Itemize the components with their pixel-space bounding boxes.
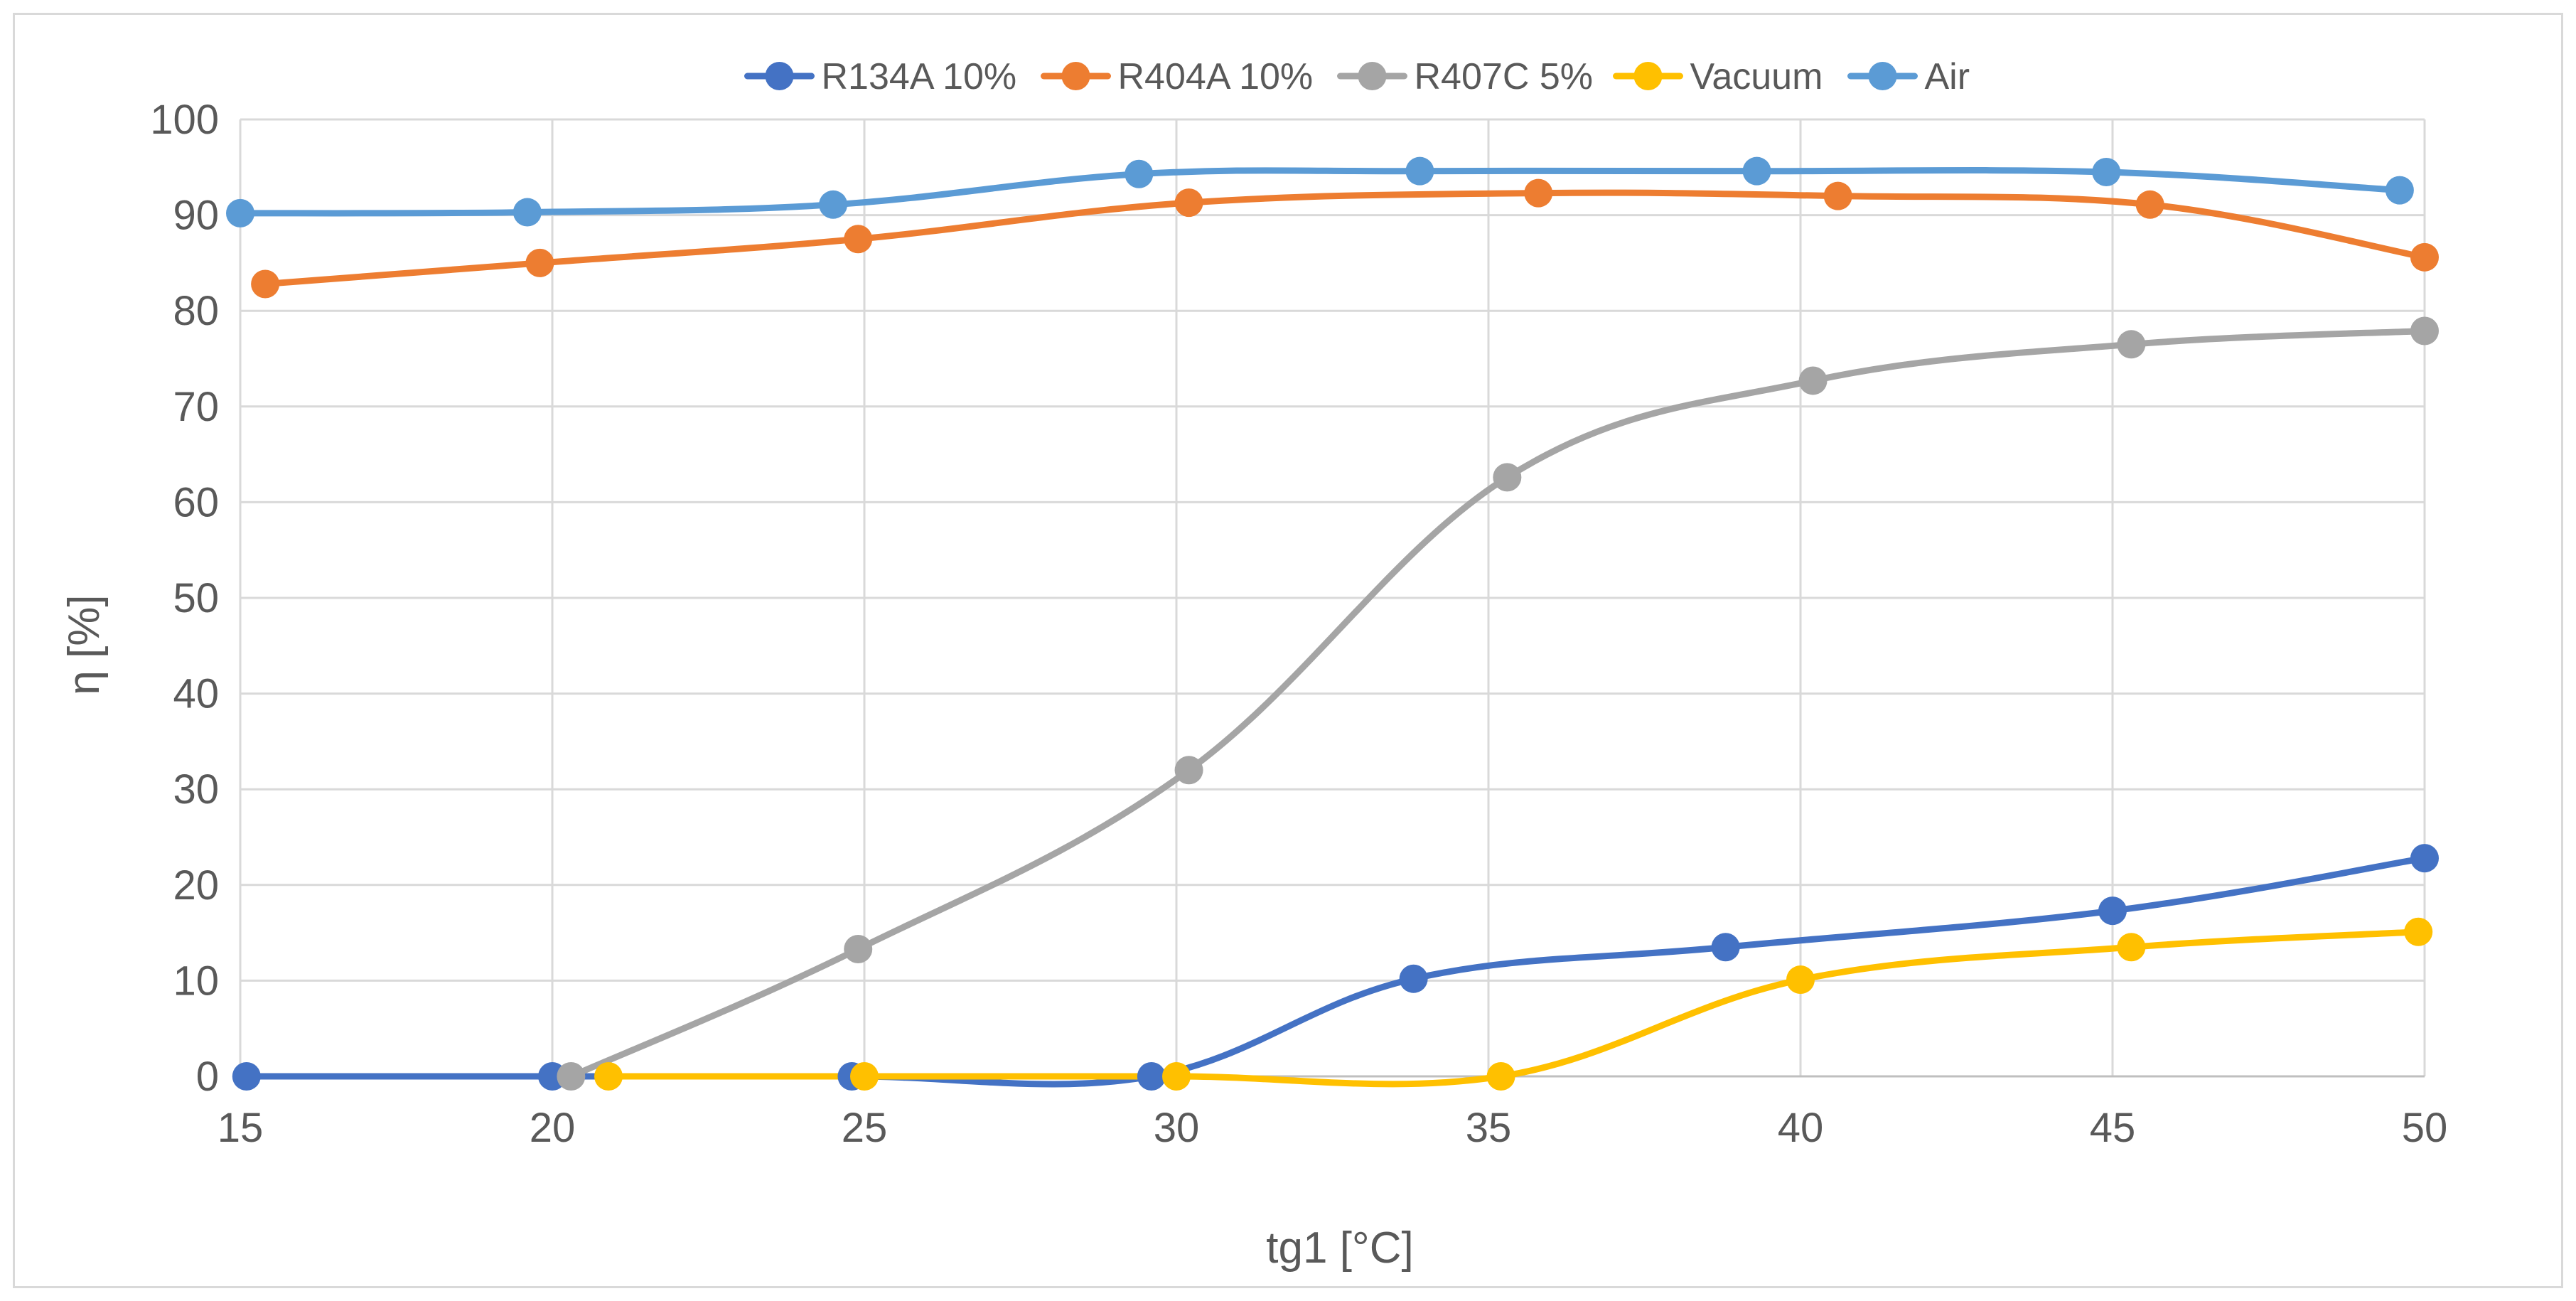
data-point-air	[2385, 176, 2414, 205]
series-layer	[226, 156, 2439, 1091]
x-tick-label: 50	[2402, 1105, 2448, 1151]
data-point-r407c-5	[1493, 463, 1522, 492]
legend-label-vacuum: Vacuum	[1690, 56, 1823, 97]
y-tick-label: 0	[196, 1054, 219, 1100]
legend-label-air: Air	[1925, 56, 1970, 97]
x-tick-label: 30	[1154, 1105, 1200, 1151]
y-axis-title: η [%]	[60, 594, 109, 695]
axis-layer: 0 10 20 30 40 50 60 70 80 90 100 15 20 25 30 35 40 45 50	[150, 97, 2447, 1151]
x-tick-label: 40	[1778, 1105, 1824, 1151]
x-tick-label: 15	[218, 1105, 264, 1151]
data-point-r407c-5	[557, 1062, 586, 1091]
y-tick-label: 90	[173, 193, 219, 239]
legend-marker-r407c-5	[1358, 62, 1387, 90]
data-point-vacuum	[2117, 933, 2146, 962]
data-point-r407c-5	[1798, 366, 1828, 395]
series-line-r134a-10	[243, 855, 2428, 1088]
y-tick-label: 100	[150, 97, 219, 143]
y-tick-label: 20	[173, 862, 219, 909]
data-point-vacuum	[850, 1062, 879, 1091]
x-tick-label: 45	[2090, 1105, 2136, 1151]
data-point-r407c-5	[1174, 756, 1203, 785]
data-point-r407c-5	[844, 934, 873, 963]
data-point-vacuum	[1162, 1062, 1191, 1091]
data-point-r404a-10	[2135, 190, 2164, 219]
data-point-r404a-10	[525, 248, 554, 277]
legend-marker-r134a-10	[765, 62, 794, 90]
legend-marker-air	[1868, 62, 1897, 90]
data-point-air	[2092, 158, 2121, 187]
legend-marker-vacuum	[1633, 62, 1663, 90]
data-point-r404a-10	[1174, 188, 1203, 218]
data-point-air	[1742, 156, 1771, 186]
data-point-r404a-10	[251, 269, 280, 299]
data-point-air	[512, 198, 542, 227]
data-point-air	[226, 198, 254, 227]
x-tick-label: 20	[530, 1105, 576, 1151]
data-point-r134a-10	[1711, 933, 1740, 962]
data-point-vacuum	[1486, 1062, 1515, 1091]
line-chart: 0 10 20 30 40 50 60 70 80 90 100 15 20 25 30 35 40 45 50 R…	[60, 56, 2447, 1273]
data-point-r404a-10	[844, 225, 873, 254]
x-axis-title: tg1 [°C]	[1266, 1224, 1413, 1273]
series-line-vacuum	[605, 928, 2422, 1088]
y-tick-label: 10	[173, 958, 219, 1004]
legend-marker-r404a-10	[1061, 62, 1090, 90]
x-tick-label: 35	[1466, 1105, 1512, 1151]
grid-layer	[239, 118, 2426, 1078]
x-tick-label: 25	[842, 1105, 888, 1151]
y-tick-label: 30	[173, 766, 219, 813]
data-point-vacuum	[594, 1062, 623, 1091]
data-point-r134a-10	[1399, 964, 1428, 993]
data-point-r134a-10	[2410, 844, 2439, 873]
y-tick-label: 80	[173, 288, 219, 334]
series-line-r404a-10	[262, 189, 2428, 288]
chart-frame: 0 10 20 30 40 50 60 70 80 90 100 15 20 25 30 35 40 45 50 R…	[13, 13, 2563, 1288]
y-tick-label: 60	[173, 479, 219, 525]
data-point-r134a-10	[2098, 896, 2127, 926]
legend-label-r404a-10: R404A 10%	[1118, 56, 1314, 97]
y-tick-label: 40	[173, 671, 219, 717]
legend: R134A 10% R404A 10% R407C 5% Vacuum Air	[744, 56, 1970, 97]
data-point-r404a-10	[1524, 178, 1553, 208]
legend-label-r407c-5: R407C 5%	[1415, 56, 1593, 97]
data-point-r134a-10	[232, 1062, 261, 1091]
data-point-r407c-5	[2117, 330, 2146, 359]
data-point-air	[1405, 156, 1434, 186]
data-point-r404a-10	[2410, 242, 2439, 272]
data-point-r134a-10	[1137, 1062, 1166, 1091]
data-point-vacuum	[1786, 965, 1815, 995]
series-line-air	[237, 167, 2403, 217]
data-point-air	[1125, 159, 1154, 188]
legend-label-r134a-10: R134A 10%	[822, 56, 1017, 97]
data-point-vacuum	[2404, 917, 2433, 946]
data-point-r407c-5	[2410, 316, 2439, 346]
y-tick-label: 50	[173, 575, 219, 621]
data-point-air	[819, 190, 848, 219]
y-tick-label: 70	[173, 384, 219, 430]
data-point-r404a-10	[1823, 181, 1852, 210]
